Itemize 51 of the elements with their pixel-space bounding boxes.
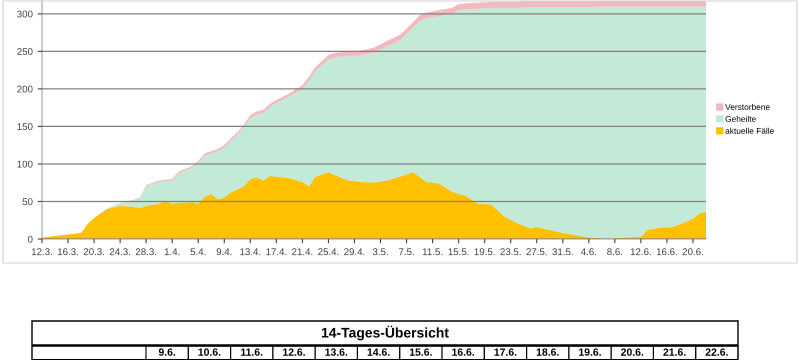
- x-tick-label: 12.3.: [32, 248, 52, 256]
- y-tick-label: 200: [17, 86, 33, 93]
- x-tick-label: 20.3.: [84, 248, 104, 256]
- text: 13.6.: [325, 348, 348, 356]
- x-tick-label: 15.5.: [448, 248, 469, 256]
- x-tick-label: 13.4.: [240, 248, 260, 256]
- y-tick-label: 100: [17, 160, 33, 168]
- x-tick-label: 19.5.: [474, 248, 495, 256]
- text: 14-Tages-Übersicht: [322, 326, 449, 340]
- x-tick-label: 12.6.: [630, 248, 651, 256]
- x-tick-label: 16.3.: [58, 248, 78, 256]
- text: 19.6.: [579, 348, 601, 356]
- text: 16.6.: [452, 348, 474, 356]
- x-tick-label: 17.4.: [266, 248, 286, 256]
- text: 17.6.: [494, 348, 516, 356]
- legend-label: Geheilte: [726, 116, 756, 122]
- text: 18.6.: [536, 348, 559, 356]
- x-tick-label: 24.3.: [110, 248, 130, 256]
- legend-label: aktuelle Fälle: [726, 128, 774, 134]
- y-tick-label: 250: [17, 48, 33, 56]
- x-tick-label: 9.4.: [216, 248, 232, 256]
- x-tick-label: 31.5.: [552, 248, 573, 256]
- x-tick-label: 20.6.: [682, 248, 703, 256]
- x-tick-label: 25.4.: [318, 248, 338, 256]
- x-tick-label: 4.6.: [580, 248, 596, 256]
- x-tick-label: 11.5.: [422, 248, 442, 256]
- text: 21.6.: [663, 348, 686, 356]
- x-tick-label: 29.4.: [344, 248, 364, 256]
- text: 20.6.: [621, 348, 644, 356]
- y-tick-label: 50: [22, 198, 33, 206]
- y-tick-label: 0: [28, 236, 33, 243]
- x-tick-label: 1.4.: [164, 248, 180, 256]
- y-tick-label: 150: [17, 123, 33, 130]
- x-tick-label: 5.4.: [190, 248, 206, 256]
- x-tick-label: 28.3.: [136, 248, 156, 256]
- x-tick-label: 27.5.: [526, 248, 547, 256]
- text: 11.6.: [241, 348, 262, 356]
- text: 12.6.: [283, 348, 305, 356]
- text: 10.6.: [198, 348, 220, 356]
- x-tick-label: 8.6.: [607, 248, 622, 256]
- text: 9.6.: [158, 348, 176, 356]
- x-tick-label: 21.4.: [292, 248, 312, 256]
- x-tick-label: 7.5.: [398, 248, 414, 256]
- x-tick-label: 23.5.: [500, 248, 521, 256]
- text: 15.6.: [410, 348, 432, 356]
- text: 14.6.: [368, 348, 390, 356]
- text: 22.6.: [706, 348, 728, 356]
- y-tick-label: 300: [17, 10, 33, 18]
- x-tick-label: 3.5.: [372, 248, 388, 256]
- x-tick-label: 16.6.: [656, 248, 677, 256]
- legend-label: Verstorbene: [725, 104, 770, 110]
